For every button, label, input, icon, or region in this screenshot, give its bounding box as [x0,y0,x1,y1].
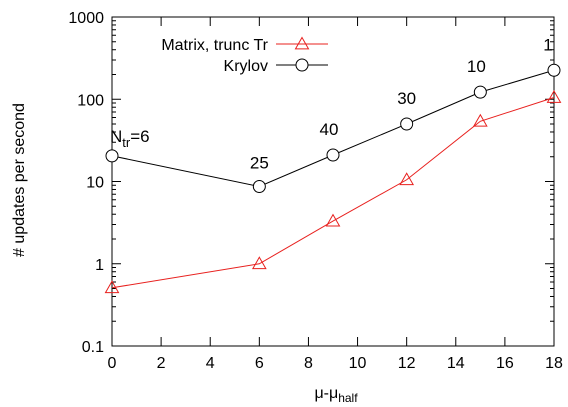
x-tick-label: 14 [447,355,465,372]
legend: Matrix, trunc Tr Krylov [161,36,328,75]
y-tick-label: 0.1 [82,339,104,356]
data-point-krylov [400,117,414,131]
y-tick-label: 1000 [68,10,104,27]
x-tick-label: 2 [157,355,166,372]
annotation-label: 40 [320,120,339,139]
y-tick-label: 10 [86,175,104,192]
y-axis-ticks: 0.1 1 10 100 1000 [68,10,554,356]
series-matrix-trunc-tr [104,89,562,294]
data-point-matrix-trunc-tr [325,213,341,227]
x-axis-label: μ-μhalf [314,385,358,405]
series-krylov [105,63,561,193]
legend-marker-matrix-trunc-tr [294,36,310,50]
x-axis-label-sub: half [338,391,358,405]
data-point-matrix-trunc-tr [472,113,488,127]
axes-frame [111,16,555,347]
x-tick-label: 16 [496,355,514,372]
series-line-krylov [111,69,555,187]
series-line-matrix-trunc-tr [111,97,555,289]
data-point-krylov [473,85,487,99]
data-point-matrix-trunc-tr [546,89,562,103]
legend-label-krylov: Krylov [224,58,268,75]
y-axis-label: # updates per second [11,103,28,257]
x-tick-label: 10 [349,355,367,372]
annotation-label: 30 [397,89,416,108]
data-point-krylov [326,148,340,162]
data-point-matrix-trunc-tr [104,280,120,294]
x-tick-label: 4 [206,355,215,372]
annotations: Ntr=6 25 40 30 10 1 [110,35,553,172]
y-tick-label: 1 [95,257,104,274]
y-tick-label: 100 [77,92,104,109]
x-tick-label: 8 [304,355,313,372]
series-layer [104,63,562,294]
annotation-label: 1 [543,35,552,54]
x-tick-label: 18 [545,355,563,372]
data-point-krylov [547,63,561,77]
x-tick-label: 12 [398,355,416,372]
data-point-krylov [252,179,266,193]
x-axis-label-main: μ-μ [314,385,338,402]
legend-marker-krylov [295,58,309,72]
data-point-matrix-trunc-tr [251,256,267,270]
x-tick-label: 0 [108,355,117,372]
plot-frame [111,16,555,347]
x-tick-label: 6 [255,355,264,372]
annotation-label: Ntr=6 [110,127,150,150]
data-point-matrix-trunc-tr [399,172,415,186]
annotation-label: 25 [250,153,269,172]
data-point-krylov [105,149,119,163]
x-axis-ticks: 0 2 4 6 8 10 12 14 16 18 [108,17,563,372]
annotation-label: 10 [467,57,486,76]
legend-label-matrix-trunc-tr: Matrix, trunc Tr [161,37,268,54]
